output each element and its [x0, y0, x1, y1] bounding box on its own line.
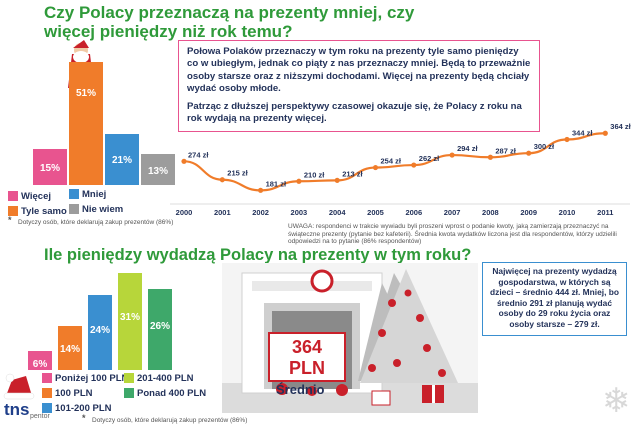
legend-label-nie-wiem: Nie wiem: [82, 204, 124, 215]
point-label-2008: 287 zł: [495, 146, 516, 155]
tick-label-2001: 2001: [214, 208, 231, 217]
legend-swatch-nie-wiem: [69, 204, 79, 214]
bar-label: 13%: [147, 166, 168, 178]
point-label-2002: 181 zł: [266, 179, 287, 188]
info-top-paragraph-1: Połowa Polaków przeznaczy w tym roku na …: [187, 46, 531, 94]
point-2001: [219, 177, 225, 183]
point-2011: [602, 130, 608, 136]
legend-label-mniej: Mniej: [82, 189, 107, 200]
bar-label: 31%: [119, 311, 140, 323]
legend-swatch-tyle-samo: [8, 206, 18, 216]
tick-label-2006: 2006: [405, 208, 422, 217]
bar-mniej: 21%: [105, 134, 139, 185]
point-2007: [449, 152, 455, 158]
line-chart: 274 zł 2000 215 zł 2001 181 zł 2002 210 zł 2003…: [170, 122, 632, 217]
legend-swatch-wiecej: [8, 191, 18, 201]
bar-ponad-400-pln: 26%: [148, 288, 172, 370]
bar-nie-wiem: 13%: [141, 153, 175, 185]
point-2008: [487, 154, 493, 160]
legend-label-201-400: 201-400 PLN: [137, 373, 194, 384]
info-box-bottom: Najwięcej na prezenty wydadzą gospodarst…: [482, 262, 627, 336]
bar-100-pln: 14%: [58, 326, 82, 370]
point-2000: [181, 158, 187, 164]
tick-label-2011: 2011: [597, 208, 613, 217]
tick-label-2005: 2005: [367, 208, 384, 217]
point-label-2005: 254 zł: [381, 157, 402, 166]
point-label-2011: 364 zł: [610, 122, 631, 131]
info-top-paragraph-2: Patrząc z dłuższej perspektywy czasowej …: [187, 101, 522, 125]
bar-label: 6%: [32, 358, 48, 370]
point-label-2001: 215 zł: [227, 169, 248, 178]
point-label-2003: 210 zł: [304, 170, 325, 179]
point-label-2004: 213 zł: [342, 169, 363, 178]
footnote-bottom: Dotyczy osób, które deklarują zakup prez…: [92, 417, 248, 424]
legend-swatch-ponizej-100: [42, 373, 52, 383]
point-2010: [564, 136, 570, 143]
tick-label-2010: 2010: [559, 208, 576, 217]
point-label-2000: 274 zł: [188, 150, 209, 159]
bar-label: 26%: [149, 321, 170, 333]
santa-hat-icon: [3, 373, 35, 400]
legend-swatch-mniej: [69, 189, 79, 199]
average-unit: PLN: [289, 358, 325, 378]
info-bottom-text: Najwięcej na prezenty wydadzą gospodarst…: [490, 266, 619, 329]
bar-label: 21%: [111, 154, 132, 166]
tick-label-2008: 2008: [482, 208, 499, 217]
legend-label-tyle-samo: Tyle samo: [21, 206, 67, 217]
legend-swatch-101-200: [42, 403, 52, 413]
legend-swatch-ponad-400: [124, 388, 134, 398]
average-label: Średnio: [276, 382, 325, 397]
legend-swatch-100: [42, 388, 52, 398]
footnote-uwaga: UWAGA: respondenci w trakcie wywiadu byl…: [288, 223, 617, 246]
point-2005: [372, 164, 379, 171]
chart-3-area: 6% 14% 24% 31% 26%: [0, 250, 180, 370]
tick-label-2004: 2004: [329, 208, 347, 217]
tick-label-2002: 2002: [252, 208, 269, 217]
legend-swatch-201-400: [124, 373, 134, 383]
bar-101-200-pln: 24%: [88, 295, 112, 370]
snowflake-icon: ❄: [602, 382, 631, 420]
average-value: 364: [291, 337, 323, 357]
christmas-scene-illustration: [222, 263, 478, 413]
section-title-2: Ile pieniędzy wydadzą Polacy na prezenty…: [44, 246, 472, 264]
legend-label-ponizej-100: Poniżej 100 PLN: [55, 373, 129, 384]
point-label-2009: 300 zł: [534, 142, 555, 151]
bar-tyle-samo: 51%: [69, 61, 103, 185]
point-2004: [334, 177, 340, 183]
point-2006: [411, 162, 417, 168]
bar-label: 24%: [89, 325, 110, 337]
point-label-2006: 262 zł: [419, 154, 440, 163]
series-line: [183, 132, 606, 192]
info-box-top: Połowa Polaków przeznaczy w tym roku na …: [178, 40, 540, 132]
tick-label-2007: 2007: [444, 208, 461, 217]
bar-poniżej-100-pln: 6%: [28, 351, 52, 370]
page-title: Czy Polacy przeznaczą na prezenty mniej,…: [44, 3, 415, 41]
bar-201-400-pln: 31%: [118, 273, 142, 370]
legend-label-101-200: 101-200 PLN: [55, 403, 112, 414]
footnote-top: Dotyczy osób, które deklarują zakup prez…: [18, 219, 174, 226]
point-label-2010: 344 zł: [572, 128, 593, 137]
point-2009: [526, 150, 532, 156]
footnote-star-bottom: *: [82, 413, 86, 423]
legend-label-wiecej: Więcej: [21, 191, 52, 202]
bar-label: 14%: [59, 343, 80, 355]
tick-label-2003: 2003: [291, 208, 308, 217]
legend-label-100: 100 PLN: [55, 388, 93, 399]
average-box: 364 PLN: [268, 332, 346, 382]
point-2003: [296, 178, 302, 184]
tick-label-2009: 2009: [520, 208, 537, 217]
legend-label-ponad-400: Ponad 400 PLN: [137, 388, 207, 399]
bar-label: 51%: [75, 87, 96, 99]
chart-1-area: 15% 51% 21% 13%: [0, 0, 175, 185]
point-2002: [258, 187, 264, 193]
bar-label: 15%: [39, 163, 60, 175]
brand-subtitle: pentor: [30, 413, 50, 420]
point-label-2007: 294 zł: [457, 144, 478, 153]
tick-label-2000: 2000: [176, 208, 193, 217]
brand-logo: tns: [4, 400, 30, 419]
bar-więcej: 15%: [33, 148, 67, 185]
footnote-star-top: *: [8, 215, 12, 225]
